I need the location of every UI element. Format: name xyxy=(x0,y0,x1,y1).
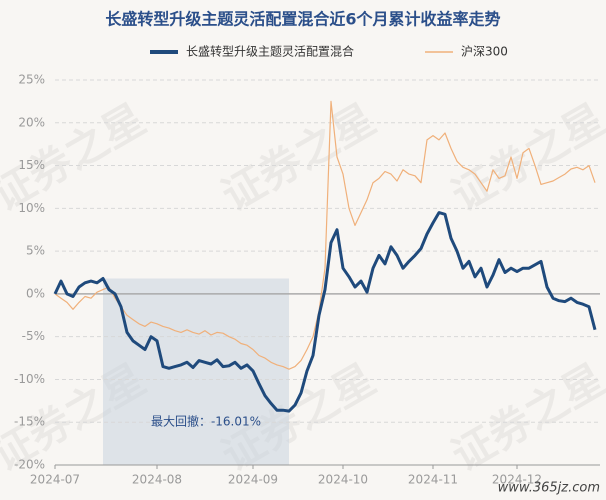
y-tick-label: 20% xyxy=(18,115,45,129)
x-tick-label: 2024-09 xyxy=(228,473,278,487)
series-line xyxy=(53,211,597,413)
y-tick-label: 5% xyxy=(26,244,45,258)
series-line xyxy=(54,100,596,370)
watermark: 证券之星 xyxy=(443,354,606,480)
site-watermark: www.365jz.com xyxy=(498,481,600,496)
x-tick-label: 2024-07 xyxy=(30,473,80,487)
watermark: 证券之星 xyxy=(443,94,606,220)
y-tick-label: -10% xyxy=(14,372,45,386)
x-tick-label: 2024-12 xyxy=(492,473,542,487)
drawdown-label: 最大回撤：-16.01% xyxy=(151,414,261,429)
legend-label: 长盛转型升级主题灵活配置混合 xyxy=(186,44,354,59)
drawdown-area xyxy=(103,278,289,465)
y-tick-label: -20% xyxy=(14,458,45,472)
legend-label: 沪深300 xyxy=(461,45,508,59)
y-tick-label: 15% xyxy=(18,158,45,172)
chart-title: 长盛转型升级主题灵活配置混合近6个月累计收益率走势 xyxy=(105,10,500,29)
y-tick-label: 10% xyxy=(18,201,45,215)
y-tick-label: 0% xyxy=(26,286,45,300)
y-tick-label: -15% xyxy=(14,415,45,429)
x-tick-label: 2024-08 xyxy=(132,473,182,487)
x-tick-label: 2024-11 xyxy=(408,473,458,487)
x-tick-label: 2024-10 xyxy=(318,473,368,487)
watermark: 证券之星 xyxy=(213,94,383,220)
y-tick-label: -5% xyxy=(22,329,45,343)
y-tick-label: 25% xyxy=(18,73,45,87)
